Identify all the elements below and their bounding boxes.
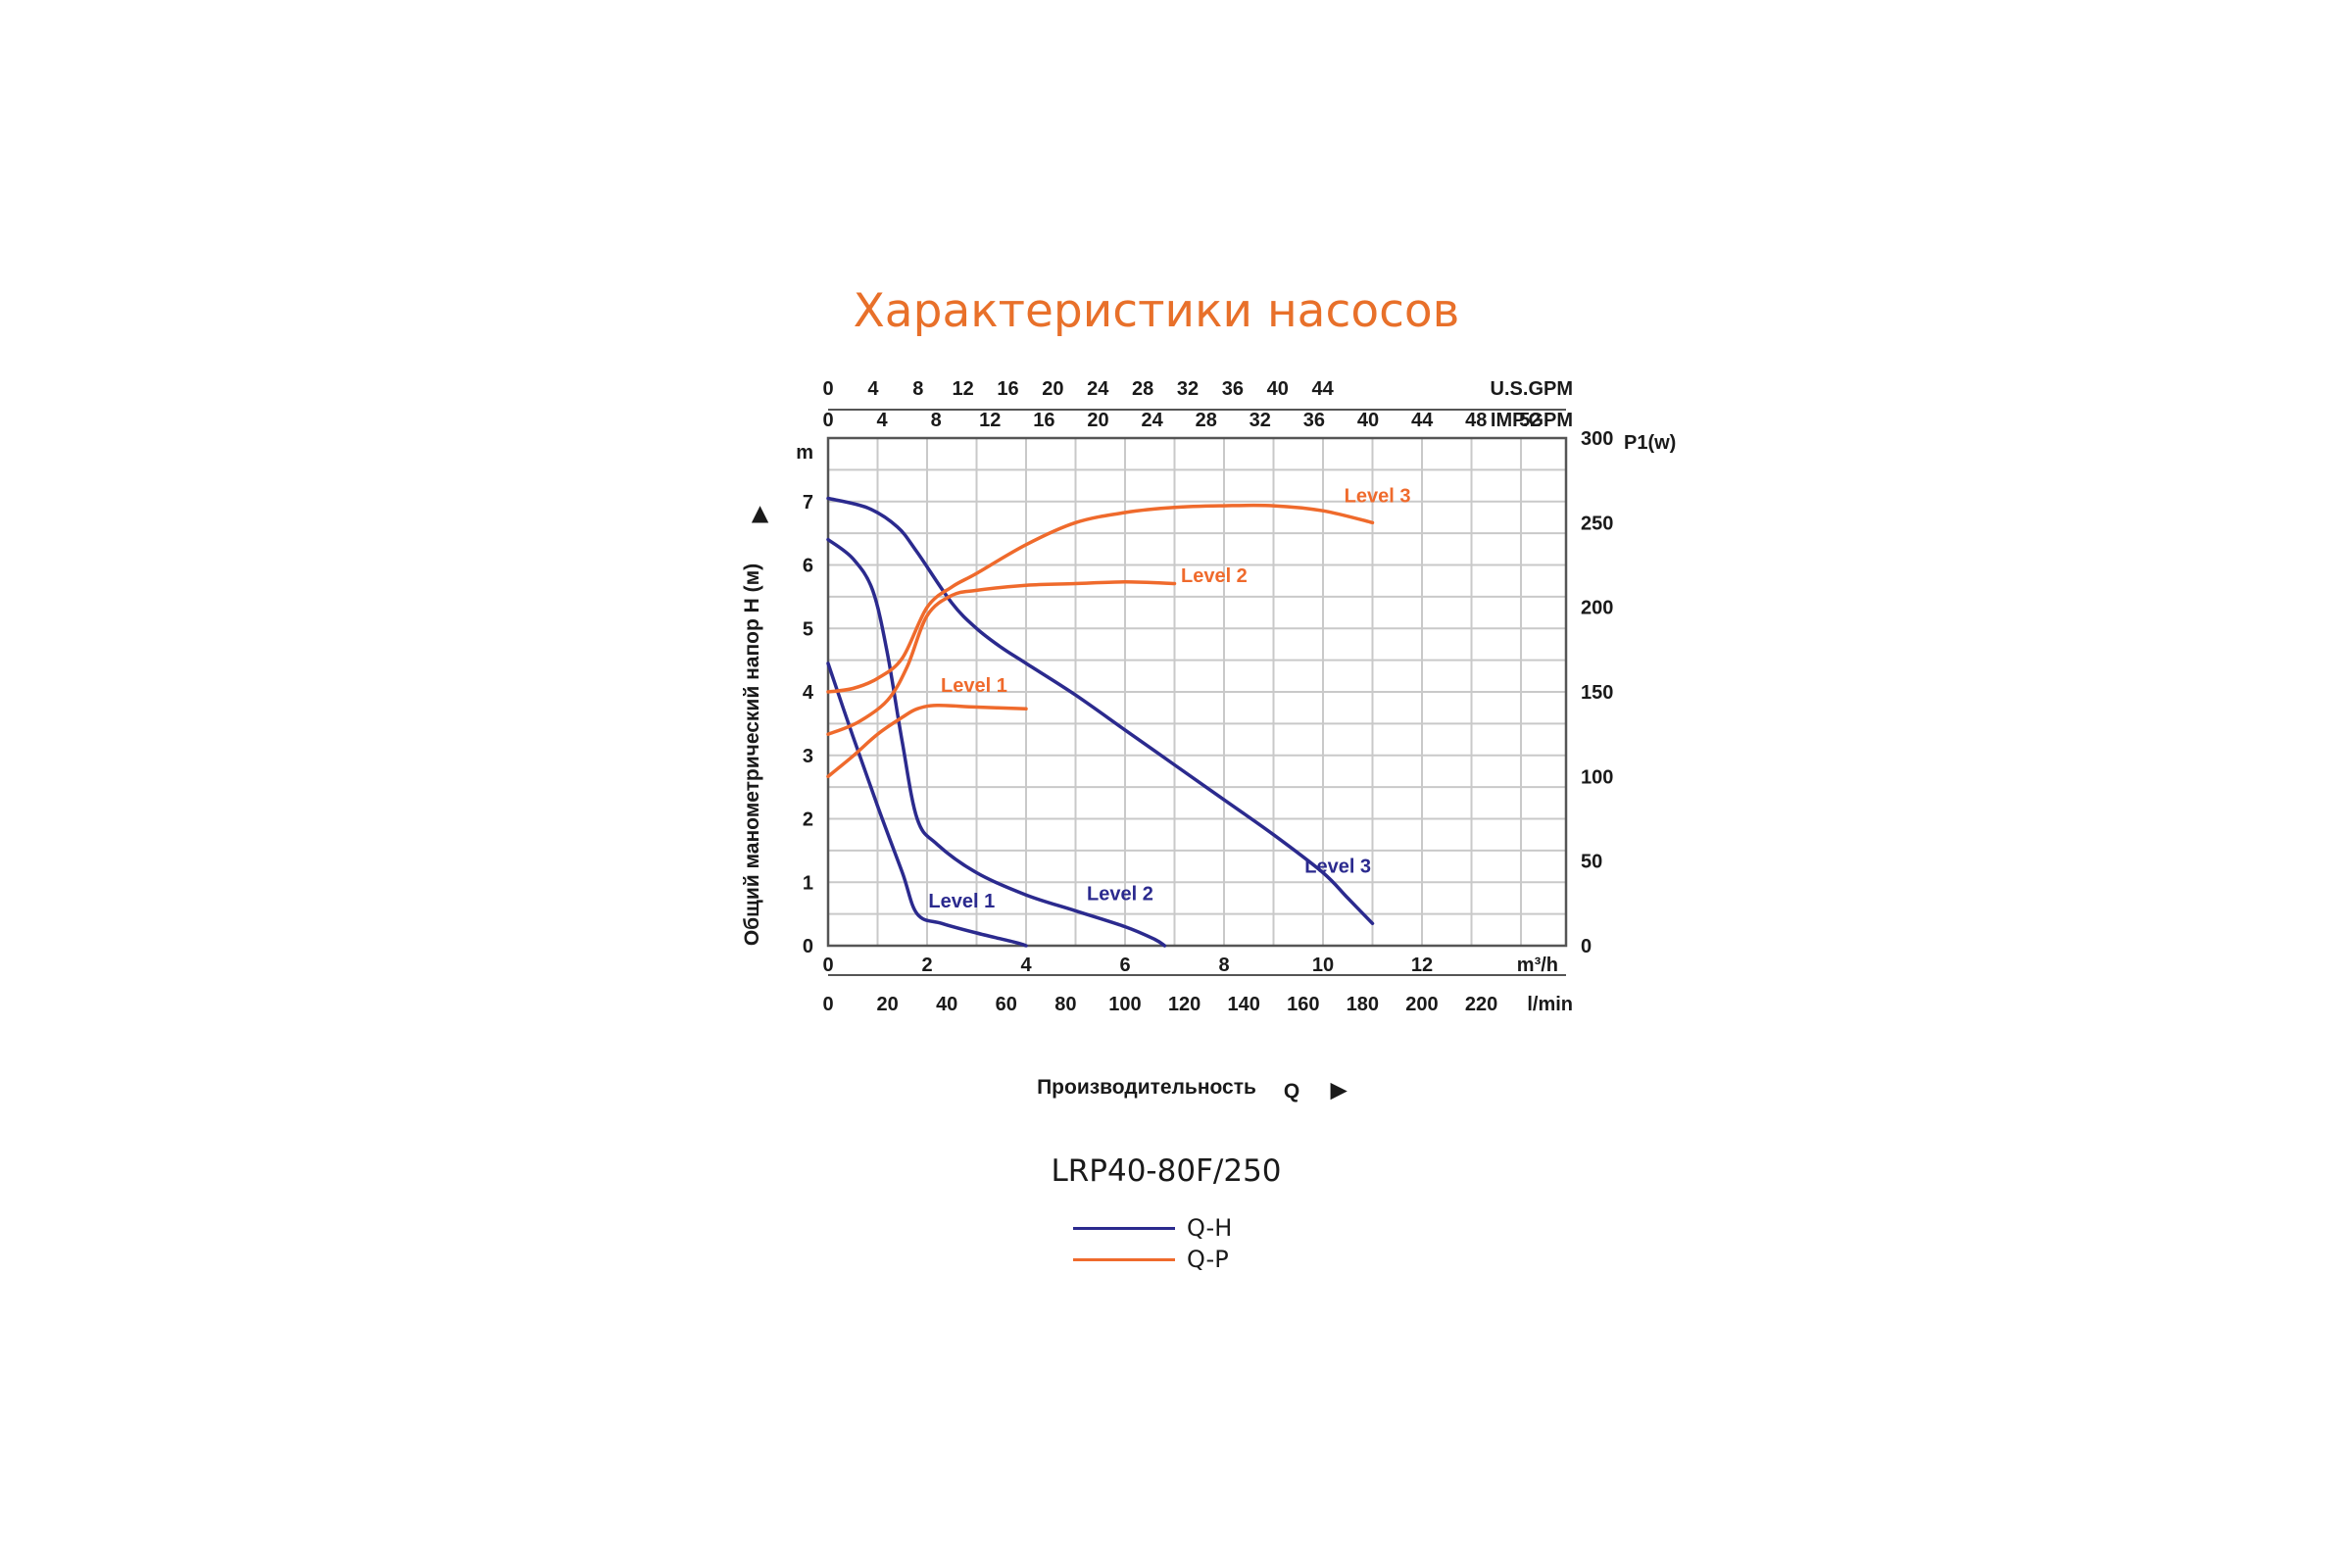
x-usgpm-tick-label: 8 <box>912 378 923 400</box>
y-right-tick-label: 50 <box>1581 852 1602 873</box>
legend-label-qp: Q-P <box>1187 1246 1229 1273</box>
x-m3h-unit: m³/h <box>1517 955 1558 976</box>
x-lmin-tick-label: 100 <box>1108 994 1141 1015</box>
x-usgpm-tick-label: 24 <box>1087 378 1109 400</box>
model-name: LRP40-80F/250 <box>1051 1153 1282 1189</box>
curves <box>826 496 1375 948</box>
curve-label: Level 2 <box>1181 565 1248 587</box>
curve-label: Level 3 <box>1304 857 1371 878</box>
y-left-tick-label: 6 <box>803 556 813 577</box>
x-lmin-tick-label: 120 <box>1168 994 1200 1015</box>
x-usgpm-tick-label: 40 <box>1267 378 1289 400</box>
y-right-tick-label: 100 <box>1581 766 1613 788</box>
curve-label: Level 1 <box>928 891 995 912</box>
x-usgpm-unit: U.S.GPM <box>1491 378 1573 400</box>
x-lmin-unit: l/min <box>1527 994 1573 1015</box>
x-impgpm-tick-label: 32 <box>1250 410 1271 431</box>
qp-curve-level-3 <box>826 503 1375 694</box>
legend-swatch-qp <box>1073 1257 1175 1261</box>
qp-curve-level-1 <box>826 704 1028 779</box>
x-impgpm-tick-label: 8 <box>931 410 942 431</box>
x-impgpm-tick-label: 4 <box>877 410 889 431</box>
qp-curve-level-2 <box>826 580 1177 736</box>
y-left-tick-label: 0 <box>803 936 813 957</box>
y-left-unit: m <box>796 442 813 464</box>
x-usgpm-tick-label: 4 <box>867 378 879 400</box>
y-axis-arrow-icon: ▶ <box>748 506 770 523</box>
x-usgpm-tick-label: 32 <box>1177 378 1199 400</box>
y-left-tick-label: 7 <box>803 492 813 514</box>
x-m3h-tick-label: 12 <box>1411 955 1433 976</box>
y-left-tick-label: 3 <box>803 746 813 767</box>
x-lmin-tick-label: 80 <box>1054 994 1076 1015</box>
x-m3h-tick-label: 8 <box>1218 955 1229 976</box>
x-axis-symbol: Q <box>1284 1080 1299 1102</box>
y-right-tick-label: 0 <box>1581 936 1592 957</box>
y-right-tick-label: 300 <box>1581 428 1613 450</box>
page-title: Характеристики насосов <box>853 284 1460 338</box>
x-m3h-tick-label: 4 <box>1020 955 1032 976</box>
x-axis-arrow-icon: ▶ <box>1330 1079 1348 1102</box>
y-left-tick-label: 2 <box>803 809 813 831</box>
x-m3h-tick-label: 0 <box>822 955 833 976</box>
x-usgpm-tick-label: 0 <box>822 378 833 400</box>
x-lmin-tick-label: 140 <box>1228 994 1260 1015</box>
x-impgpm-tick-label: 48 <box>1465 410 1487 431</box>
legend-label-qh: Q-H <box>1187 1214 1233 1242</box>
x-axis-title: Производительность <box>1037 1076 1256 1099</box>
x-m3h-tick-label: 6 <box>1119 955 1130 976</box>
y-left-tick-label: 5 <box>803 618 813 640</box>
x-lmin-tick-label: 20 <box>876 994 898 1015</box>
x-usgpm-tick-label: 16 <box>997 378 1018 400</box>
y-right-unit: P1(w) <box>1624 432 1676 454</box>
x-usgpm-tick-label: 28 <box>1132 378 1153 400</box>
x-lmin-tick-label: 200 <box>1405 994 1438 1015</box>
x-impgpm-tick-label: 12 <box>979 410 1001 431</box>
x-lmin-tick-label: 40 <box>936 994 957 1015</box>
legend-item-qp: Q-P <box>1073 1245 1229 1274</box>
x-impgpm-tick-label: 52 <box>1519 410 1541 431</box>
x-lmin-tick-label: 220 <box>1465 994 1497 1015</box>
y-axis-title: Общий манометрический напор H (м) <box>741 564 763 946</box>
y-left-tick-label: 1 <box>803 872 813 894</box>
curve-label: Level 2 <box>1087 883 1153 905</box>
y-right-tick-label: 150 <box>1581 682 1613 704</box>
curve-label: Level 3 <box>1345 486 1411 508</box>
x-usgpm-tick-label: 20 <box>1042 378 1063 400</box>
x-impgpm-tick-label: 0 <box>822 410 833 431</box>
x-lmin-tick-label: 160 <box>1287 994 1319 1015</box>
x-m3h-tick-label: 2 <box>921 955 932 976</box>
legend-item-qh: Q-H <box>1073 1213 1232 1243</box>
y-right-tick-label: 200 <box>1581 598 1613 619</box>
x-lmin-tick-label: 60 <box>996 994 1017 1015</box>
x-impgpm-tick-label: 36 <box>1303 410 1325 431</box>
y-left-tick-label: 4 <box>803 682 814 704</box>
x-usgpm-tick-label: 44 <box>1312 378 1335 400</box>
x-lmin-tick-label: 0 <box>822 994 833 1015</box>
y-right-tick-label: 250 <box>1581 513 1613 534</box>
x-usgpm-tick-label: 12 <box>953 378 974 400</box>
x-impgpm-tick-label: 44 <box>1411 410 1434 431</box>
x-impgpm-tick-label: 16 <box>1033 410 1054 431</box>
x-usgpm-tick-label: 36 <box>1222 378 1244 400</box>
x-impgpm-unit: IMP.GPM <box>1491 410 1573 431</box>
qh-curve-level-3 <box>826 496 1375 926</box>
curve-label: Level 1 <box>941 675 1007 697</box>
legend-swatch-qh <box>1073 1226 1175 1230</box>
x-lmin-tick-label: 180 <box>1347 994 1379 1015</box>
x-impgpm-tick-label: 28 <box>1196 410 1217 431</box>
x-m3h-tick-label: 10 <box>1312 955 1334 976</box>
x-impgpm-tick-label: 40 <box>1357 410 1379 431</box>
x-impgpm-tick-label: 24 <box>1141 410 1163 431</box>
qh-curve-level-2 <box>826 537 1167 948</box>
x-impgpm-tick-label: 20 <box>1087 410 1108 431</box>
grid <box>826 409 1568 976</box>
